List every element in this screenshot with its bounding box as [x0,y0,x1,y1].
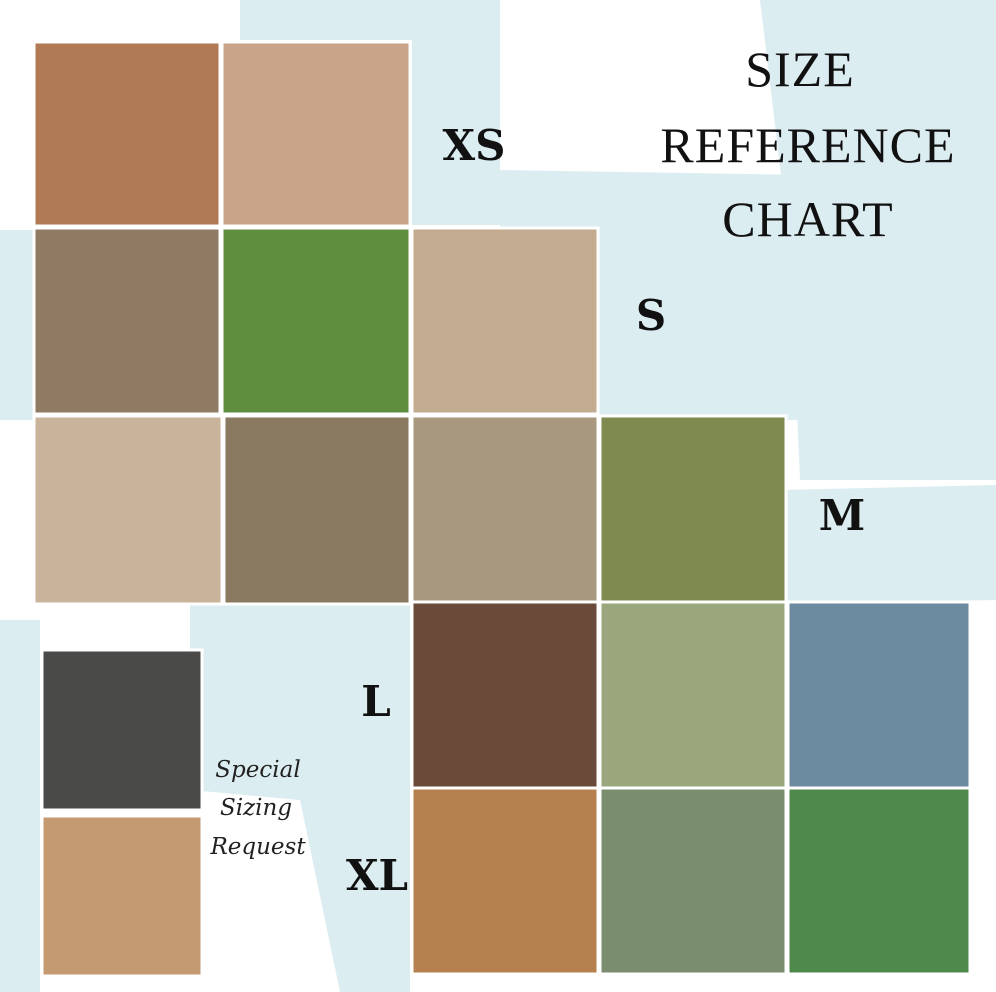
size-label: XL [346,851,408,900]
bg-shape [780,485,996,605]
title: SIZE REFERENCE CHART [660,41,955,247]
bg-shape [412,30,500,225]
photo [32,414,224,606]
photo [32,226,222,416]
special-line: Request [209,834,306,860]
special-line: Sizing [220,795,292,821]
photo [40,648,204,812]
photo [410,226,600,416]
size-labels: XS S M L XL [346,121,865,900]
size-label: XS [443,121,506,170]
size-label: M [819,491,866,540]
photo [410,786,600,976]
photo [786,600,972,790]
photo [410,600,600,790]
bg-shape [190,605,410,992]
bg-shape [760,0,996,480]
photo [220,226,412,416]
photo [598,600,788,790]
photo-grid [32,40,972,978]
photo [786,786,972,976]
title-line: SIZE [745,41,855,97]
size-label: L [361,677,391,726]
title-line: REFERENCE [660,117,955,173]
special-request: Special Sizing Request [209,757,306,860]
size-label: S [636,291,666,340]
photo [598,786,788,976]
special-line: Special [215,757,300,783]
photo [598,414,788,604]
photo [222,414,412,606]
photo [220,40,412,228]
photo [410,414,600,606]
bg-shape [0,620,40,992]
photo [40,814,204,978]
title-line: CHART [722,191,893,247]
photo [32,40,222,228]
